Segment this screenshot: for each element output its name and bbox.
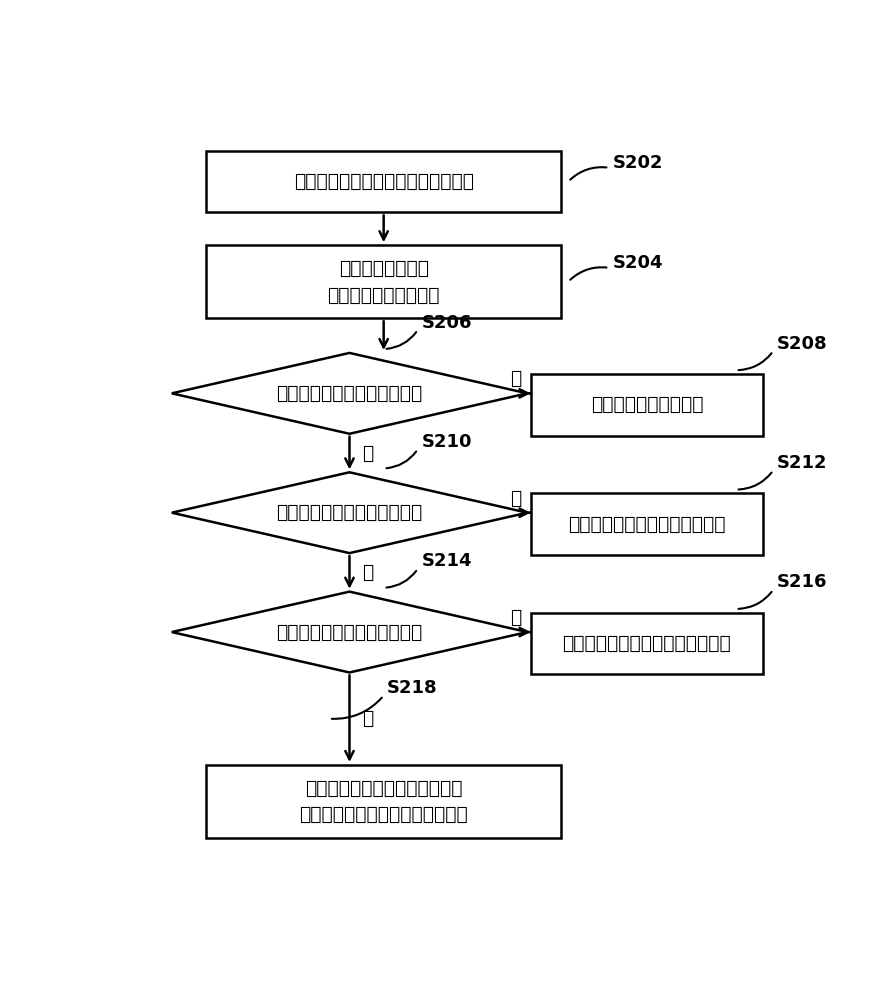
Polygon shape (172, 592, 527, 672)
Text: 否: 否 (362, 563, 373, 582)
Text: 否: 否 (362, 709, 373, 728)
Text: S206: S206 (422, 314, 472, 332)
Polygon shape (172, 472, 527, 553)
Text: S218: S218 (387, 679, 437, 697)
Text: S210: S210 (422, 433, 472, 451)
Text: S208: S208 (777, 335, 827, 353)
Text: S204: S204 (613, 254, 663, 272)
Text: 确定出的场景模式为雪花模式，
控制照明装置的照明颜色为冷色调: 确定出的场景模式为雪花模式， 控制照明装置的照明颜色为冷色调 (299, 779, 468, 824)
Bar (531, 613, 763, 674)
Text: S202: S202 (613, 154, 663, 172)
Text: 获取空调器开启灯光模式的触发信号: 获取空调器开启灯光模式的触发信号 (294, 172, 474, 191)
Text: S216: S216 (777, 573, 827, 591)
Bar (531, 374, 763, 436)
Text: 确定出的场景模式为唱歌模式: 确定出的场景模式为唱歌模式 (276, 503, 422, 522)
Text: 控制照明装置完全关闭: 控制照明装置完全关闭 (591, 395, 703, 414)
Text: 确定出的场景模式为沙漠模式: 确定出的场景模式为沙漠模式 (276, 623, 422, 642)
Polygon shape (172, 353, 527, 434)
Text: 控制照明装置按照预设频率闪烁: 控制照明装置按照预设频率闪烁 (568, 515, 726, 534)
Text: 确定出的场景模式为电影模式: 确定出的场景模式为电影模式 (276, 384, 422, 403)
Bar (206, 245, 562, 318)
Text: 是: 是 (510, 608, 521, 627)
Text: 根据触发信号确定
用户所选择的场景模式: 根据触发信号确定 用户所选择的场景模式 (327, 259, 440, 304)
Text: S212: S212 (777, 454, 827, 472)
Text: 是: 是 (510, 369, 521, 388)
Text: S214: S214 (422, 552, 472, 570)
Text: 控制照明装置的照明颜色为暖色调: 控制照明装置的照明颜色为暖色调 (563, 634, 731, 653)
Bar (206, 151, 562, 212)
Text: 是: 是 (510, 488, 521, 507)
Bar (531, 493, 763, 555)
Bar (206, 765, 562, 838)
Text: 否: 否 (362, 444, 373, 463)
